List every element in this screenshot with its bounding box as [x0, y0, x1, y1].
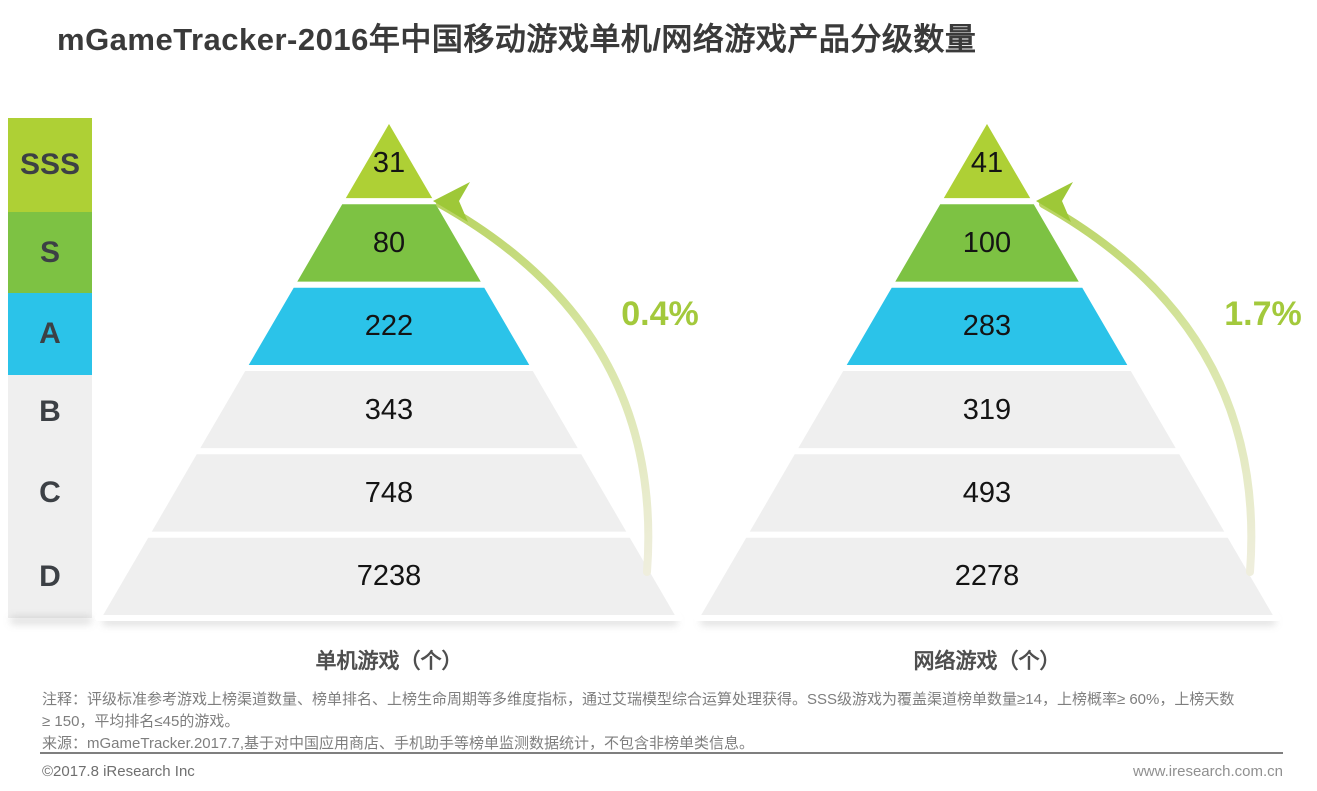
tier-value-b: 319 [963, 394, 1011, 426]
legend-label-c: C [39, 476, 61, 509]
tier-value-d: 2278 [955, 560, 1020, 592]
tier-value-a: 222 [365, 310, 413, 342]
legend-tier-a: A [8, 293, 92, 375]
tier-value-c: 748 [365, 477, 413, 509]
pyramid-standalone-games: 31 80 222 343 748 7238 [95, 115, 683, 621]
left-pyramid-shadow [102, 618, 678, 625]
tier-value-sss: 41 [971, 147, 1003, 179]
legend-label-s: S [39, 235, 60, 269]
legend-label-a: A [39, 317, 61, 350]
legend-label-d: D [39, 560, 61, 593]
pyramid-online-games: 41 100 283 319 493 2278 [693, 115, 1281, 621]
legend-label-sss: SSS [19, 148, 81, 181]
note-line-1: 注释：评级标准参考游戏上榜渠道数量、榜单排名、上榜生命周期等多维度指标，通过艾瑞… [42, 691, 1235, 708]
tier-value-d: 7238 [357, 560, 422, 592]
tier-value-c: 493 [963, 477, 1011, 509]
note-line-2: ≥ 150，平均排名≤45的游戏。 [42, 713, 240, 730]
source-line: 来源：mGameTracker.2017.7,基于对中国应用商店、手机助手等榜单… [42, 735, 755, 752]
tier-value-s: 80 [373, 227, 405, 259]
legend-tier-s: S [8, 212, 92, 293]
growth-percent-standalone: 0.4% [621, 295, 699, 333]
page-title: mGameTracker-2016年中国移动游戏单机/网络游戏产品分级数量 [57, 22, 977, 57]
tier-value-a: 283 [963, 310, 1011, 342]
legend-label-b: B [39, 395, 61, 428]
sidebar-shadow [10, 617, 92, 624]
tier-value-sss: 31 [373, 147, 405, 179]
footer-divider [40, 752, 1283, 754]
legend-tier-bcd: B C D [8, 375, 92, 618]
growth-percent-online: 1.7% [1224, 295, 1302, 333]
copyright-text: ©2017.8 iResearch Inc [42, 763, 195, 780]
right-pyramid-shadow [700, 618, 1276, 625]
website-text: www.iresearch.com.cn [1132, 763, 1283, 780]
tier-value-b: 343 [365, 394, 413, 426]
tier-legend: SSS S A B C D [8, 118, 92, 618]
caption-standalone-games: 单机游戏（个） [315, 650, 463, 673]
legend-tier-sss: SSS [8, 118, 92, 212]
tier-value-s: 100 [963, 227, 1011, 259]
caption-online-games: 网络游戏（个） [913, 650, 1061, 673]
